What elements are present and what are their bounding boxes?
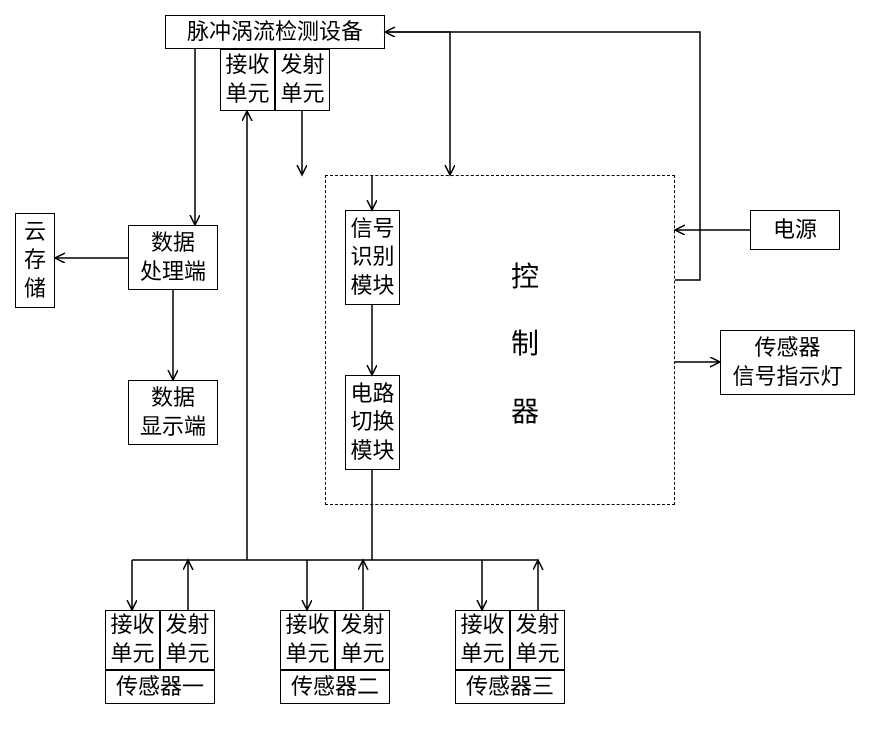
node-s1-tx: 发射单元 [160,610,215,670]
label: 云存储 [24,218,46,304]
label: 传感器一 [116,673,204,702]
label: 控制器 [511,244,539,446]
label: 发射单元 [515,611,559,668]
node-ddisp: 数据显示端 [128,380,218,445]
node-s3-lb: 传感器三 [455,670,565,704]
node-s1-lb: 传感器一 [105,670,215,704]
label: 接收单元 [285,611,329,668]
node-tx-top: 发射单元 [275,49,330,111]
node-ctrl-label: 控制器 [505,235,545,455]
node-dproc: 数据处理端 [128,225,218,290]
label: 接收单元 [225,51,269,108]
label: 接收单元 [460,611,504,668]
label: 脉冲涡流检测设备 [187,18,363,47]
label: 发射单元 [280,51,324,108]
node-ctrl-dash [325,175,675,505]
label: 电源 [773,216,817,245]
label: 接收单元 [110,611,154,668]
node-s2-rx: 接收单元 [280,610,335,670]
node-s3-rx: 接收单元 [455,610,510,670]
label: 发射单元 [165,611,209,668]
label: 发射单元 [340,611,384,668]
node-cloud: 云存储 [15,213,55,308]
node-title: 脉冲涡流检测设备 [165,15,385,49]
node-s1-rx: 接收单元 [105,610,160,670]
node-s3-tx: 发射单元 [510,610,565,670]
label: 传感器二 [291,673,379,702]
label: 传感器信号指示灯 [732,334,842,391]
node-led: 传感器信号指示灯 [720,330,855,395]
label: 传感器三 [466,673,554,702]
label: 数据显示端 [140,384,206,441]
node-power: 电源 [750,210,840,250]
node-s2-tx: 发射单元 [335,610,390,670]
label: 数据处理端 [140,229,206,286]
node-rx-top: 接收单元 [220,49,275,111]
node-s2-lb: 传感器二 [280,670,390,704]
